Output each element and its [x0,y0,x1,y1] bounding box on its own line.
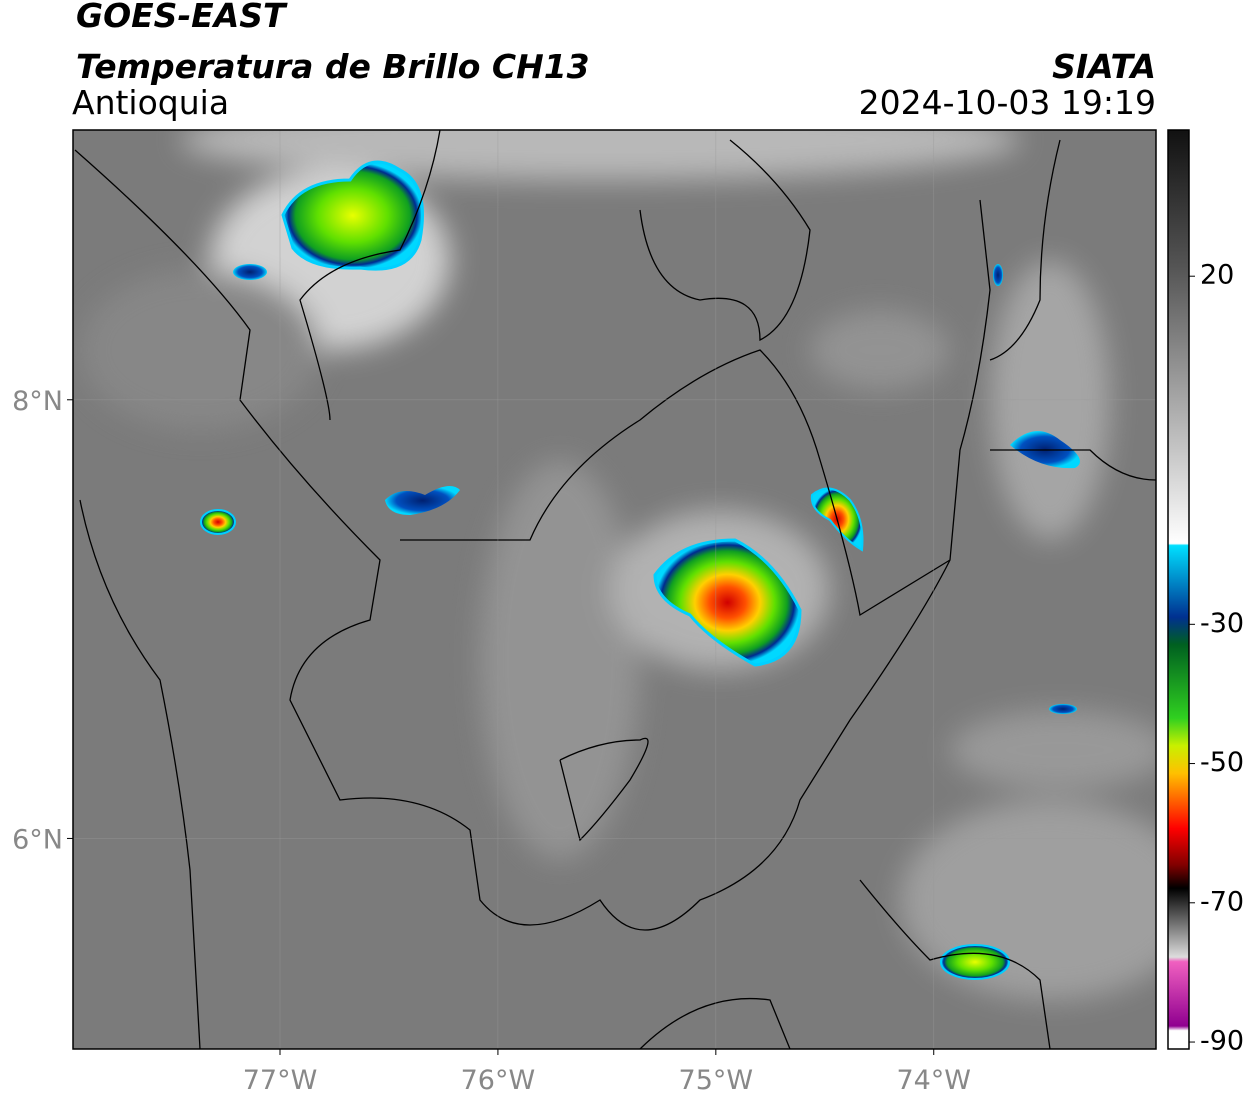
subtitle: Temperatura de Brillo CH13 [76,47,590,86]
region: Antioquia [72,83,229,122]
x-tick-label: 74°W [896,1065,971,1096]
colorbar-tick-label: -30 [1200,608,1244,639]
colorbar [1167,129,1190,1050]
x-tick-label: 76°W [461,1065,536,1096]
y-tick-label: 8°N [12,386,63,417]
x-tick-label: 77°W [243,1065,318,1096]
map-image [73,130,1156,1049]
title: GOES-EAST [76,0,288,35]
colorbar-tick-label: -50 [1200,747,1244,778]
grid [73,130,1156,1049]
y-tick-label: 6°N [12,824,63,855]
datetime: 2024-10-03 19:19 [859,83,1156,122]
colorbar-tick-label: -70 [1200,886,1244,917]
map-frame [72,129,1157,1050]
colorbar-tick-label: -90 [1200,1026,1244,1057]
colorbar-tick-label: 20 [1200,260,1234,291]
source: SIATA [1052,47,1156,86]
x-tick-label: 75°W [679,1065,754,1096]
